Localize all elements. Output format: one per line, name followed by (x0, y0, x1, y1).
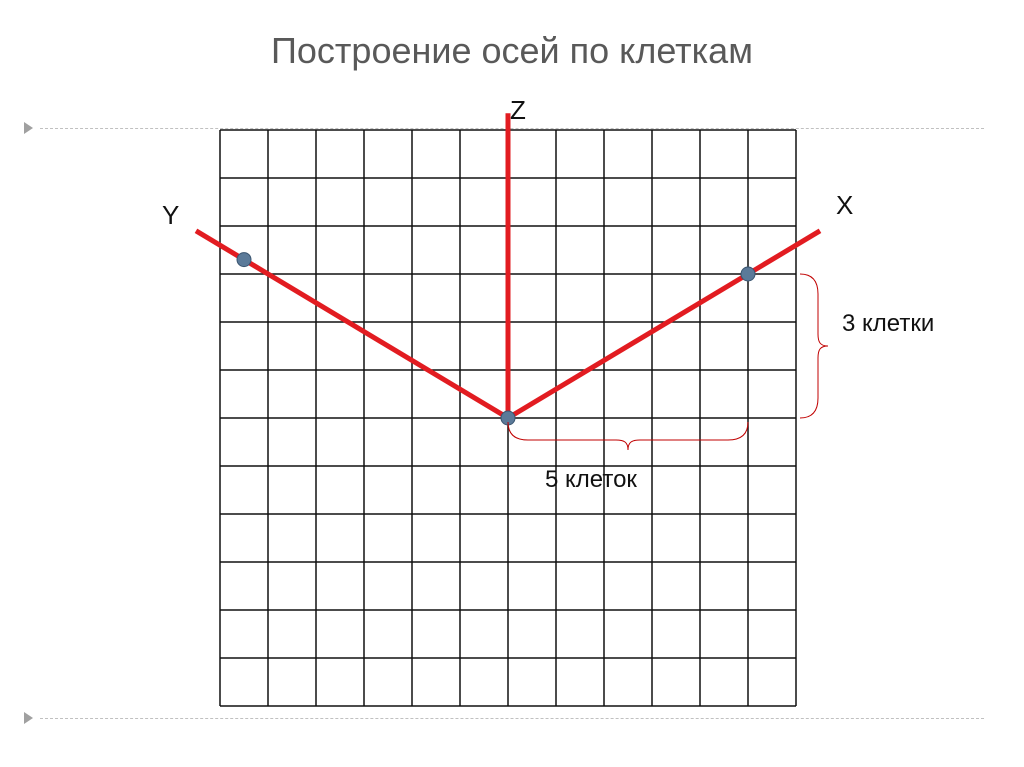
axis-point (741, 267, 755, 281)
page-title: Построение осей по клеткам (0, 30, 1024, 72)
axis-label-y: Y (162, 200, 179, 231)
axis-x (508, 231, 820, 418)
axis-label-x: X (836, 190, 853, 221)
diagram-svg (120, 90, 920, 710)
bullet-top-icon (24, 122, 33, 134)
brace-vertical-icon (800, 274, 828, 418)
diagram-container (120, 90, 920, 710)
annotation-3cells: 3 клетки (842, 310, 934, 338)
annotation-5cells: 5 клеток (545, 466, 637, 494)
axis-label-z: Z (510, 95, 526, 126)
bullet-bottom-icon (24, 712, 33, 724)
divider-bottom (40, 718, 984, 719)
brace-horizontal-icon (508, 422, 748, 450)
axis-point (237, 253, 251, 267)
